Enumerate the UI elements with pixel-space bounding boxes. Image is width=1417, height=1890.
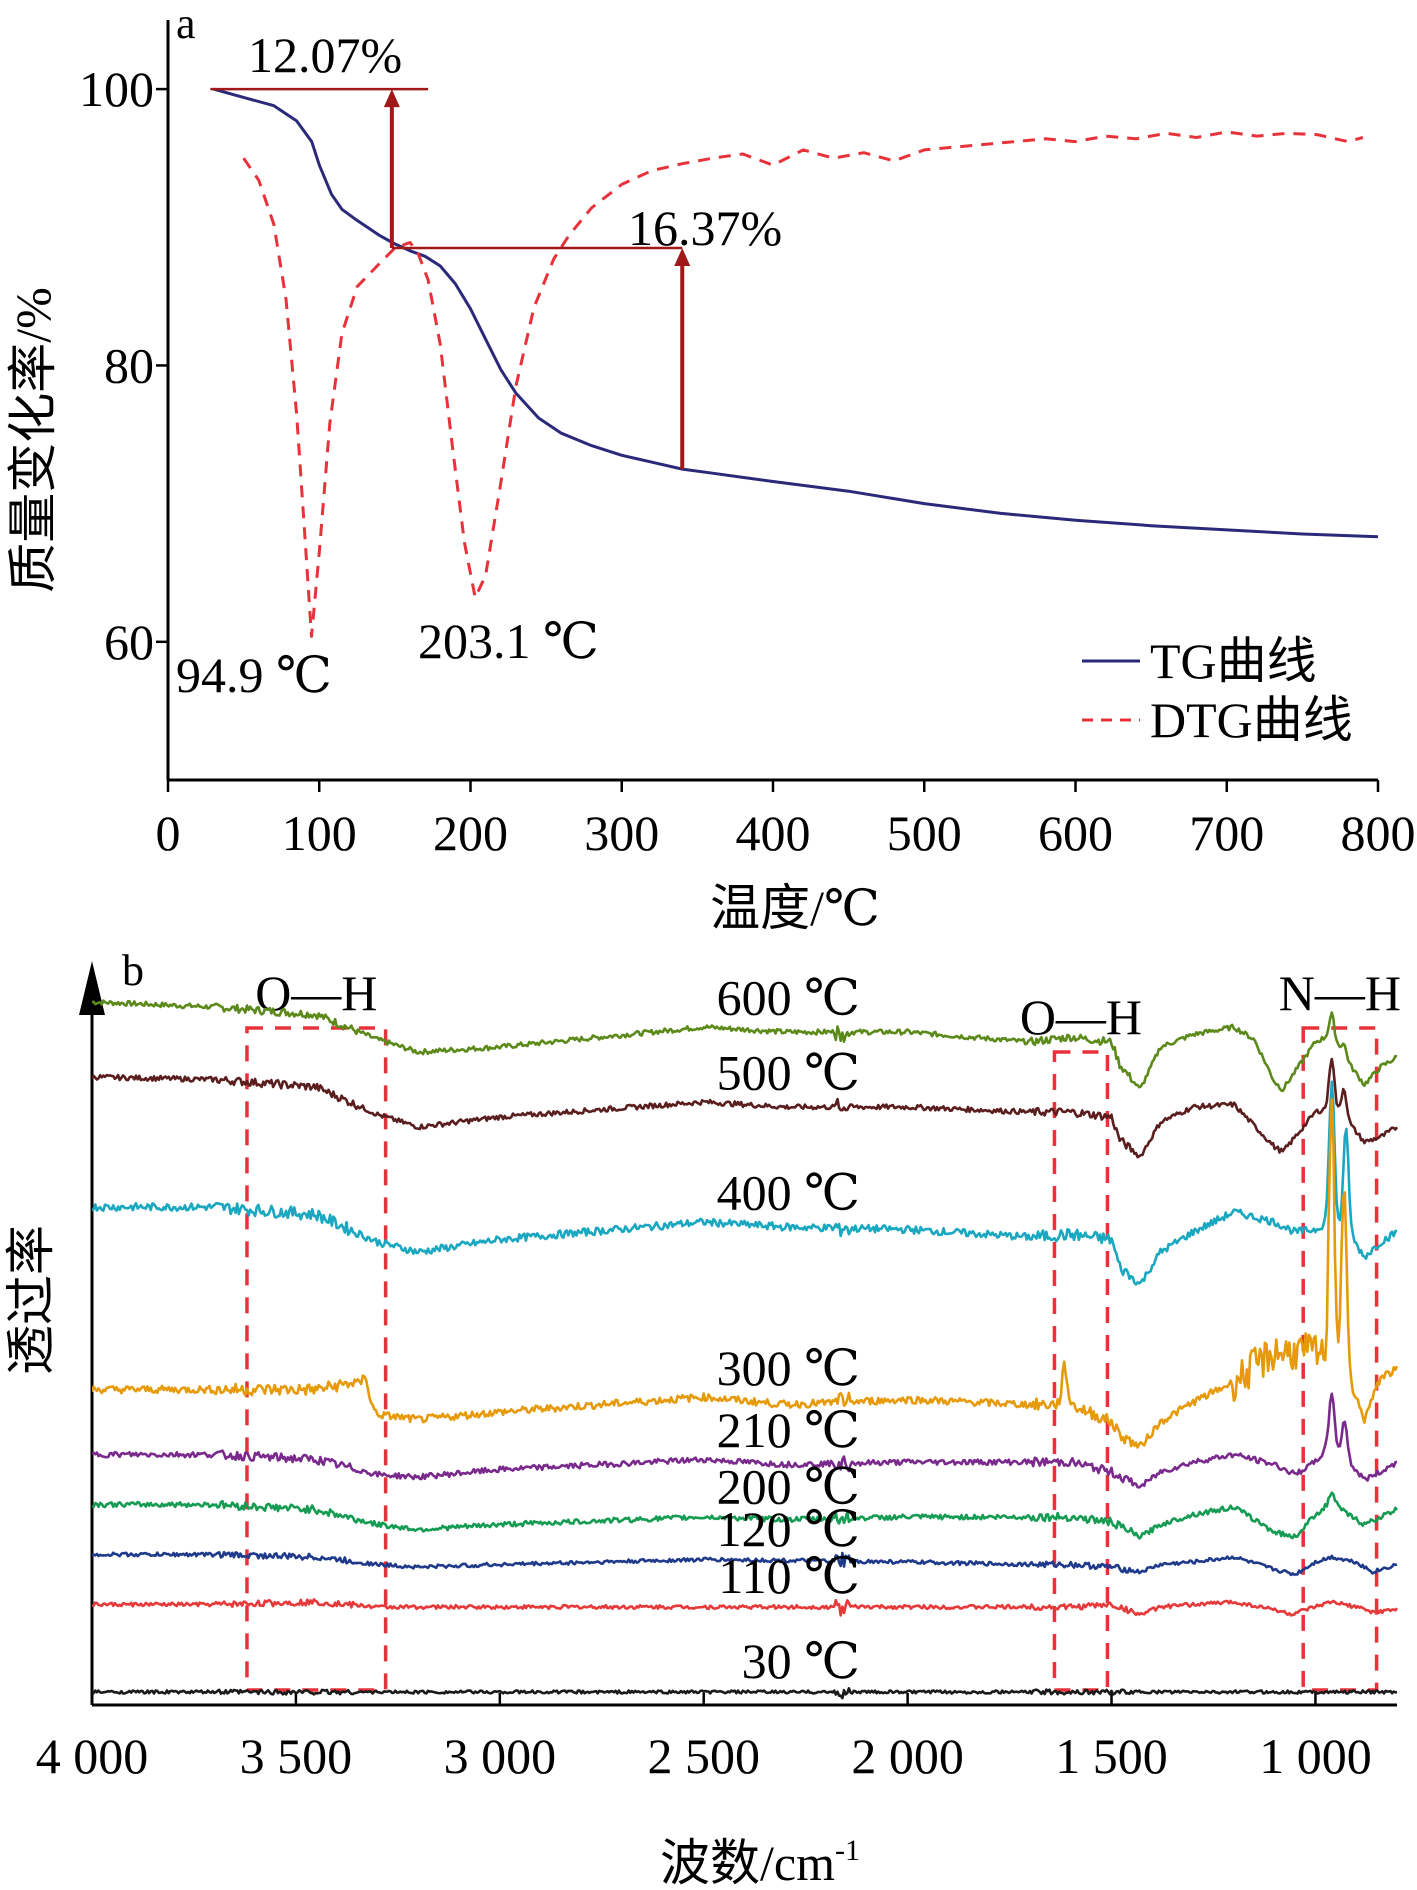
panel-b-y-axis-arrowhead [79,961,105,1015]
panel-b-x-tick-label: 1 000 [1259,1728,1372,1784]
panel-a-x-tick-label: 100 [282,805,357,861]
panel-b-series [92,999,1399,1700]
panel-b-tick-labels: 4 000 3 500 3 000 2 500 2 000 1 500 1 000 [36,1728,1372,1784]
tg-curve [213,87,1378,539]
ftir-series-label: 110 ℃ [718,1548,860,1604]
mass-loss-1-arrow-head [383,89,400,108]
annotation-dtg-peak-2: 203.1 ℃ [418,613,599,669]
band-region-box [1052,1050,1110,1692]
ftir-series-label: 210 ℃ [717,1402,860,1458]
panel-b-ftir-chart: b 4 000 3 500 3 000 2 500 2 000 1 500 1 000 波数… [3,946,1401,1890]
panel-a-x-axis-label: 温度/℃ [710,880,880,936]
panel-a-label: a [176,0,196,48]
panel-a-x-tick-label: 400 [736,805,811,861]
ftir-series-label: 400 ℃ [717,1164,860,1220]
panel-a-tick-labels: 0 100 200 300 400 500 600 700 800 60 80 100 [79,61,1416,861]
annotation-dtg-peak-1: 94.9 ℃ [176,647,332,703]
ftir-series-label: 30 ℃ [742,1633,860,1689]
ftir-series-label: 300 ℃ [717,1340,860,1396]
panel-b-label: b [122,946,144,995]
panel-b-x-tick-label: 3 500 [240,1728,353,1784]
ftir-spectrum-210c [92,1392,1398,1489]
panel-b-x-axis-label-text: 波数/cm [660,1835,835,1890]
panel-a-y-tick-label: 80 [104,337,154,393]
dtg-curve [242,130,1364,638]
mass-loss-2-arrow-head [674,248,691,266]
panel-a-x-tick-label: 500 [887,805,962,861]
panel-b-x-tick-label: 3 000 [444,1728,557,1784]
panel-a-legend: TG曲线 DTG曲线 [1082,633,1353,748]
band-region-label: O—H [255,965,377,1021]
ftir-spectrum-400c [92,1080,1398,1286]
ftir-series-label: 120 ℃ [717,1501,860,1557]
ftir-spectrum-200c [92,1491,1399,1540]
ftir-series-label: 500 ℃ [717,1044,860,1100]
panel-b-x-axis-label-exponent: -1 [835,1834,860,1867]
panel-b-x-axis-label: 波数/cm-1 [660,1834,860,1890]
panel-a-y-tick-label: 100 [79,61,154,117]
panel-a-x-tick-label: 0 [156,805,181,861]
panel-b-x-tick-label: 2 000 [851,1728,964,1784]
panel-a-axes [156,20,1380,792]
panel-a-mass-loss-arrows [210,87,691,470]
ftir-series-label: 200 ℃ [717,1459,860,1515]
band-region-box [1301,1026,1379,1692]
band-region-box [245,1026,388,1692]
ftir-spectrum-110c [92,1598,1399,1617]
panel-a-x-tick-label: 800 [1341,805,1416,861]
legend-dtg-label: DTG曲线 [1150,692,1353,748]
panel-a-y-axis-label: 质量变化率/% [5,287,61,593]
panel-b-x-tick-label: 2 500 [647,1728,760,1784]
panel-a-x-tick-label: 200 [433,805,508,861]
panel-a-x-tick-label: 600 [1038,805,1113,861]
ftir-spectrum-30c [92,1687,1398,1700]
band-region-label: N—H [1279,965,1401,1021]
ftir-spectrum-300c [92,1098,1399,1449]
panel-a-series [213,87,1378,638]
panel-b-x-tick-label: 4 000 [36,1728,149,1784]
ftir-series-label: 600 ℃ [717,969,860,1025]
ftir-spectrum-500c [92,1057,1399,1159]
panel-b-band-regions: O—H O—H N—H [245,965,1401,1692]
panel-a-x-tick-label: 700 [1189,805,1264,861]
panel-a-x-tick-label: 300 [584,805,659,861]
panel-a-y-tick-label: 60 [104,614,154,670]
legend-tg-label: TG曲线 [1150,633,1317,689]
panel-b-y-axis-label: 透过率 [3,1225,59,1375]
annotation-mass-loss-1: 12.07% [248,27,402,83]
ftir-spectrum-120c [92,1550,1398,1577]
annotation-mass-loss-2: 16.37% [628,200,782,256]
ftir-spectrum-600c [92,999,1398,1093]
panel-b-x-tick-label: 1 500 [1055,1728,1168,1784]
